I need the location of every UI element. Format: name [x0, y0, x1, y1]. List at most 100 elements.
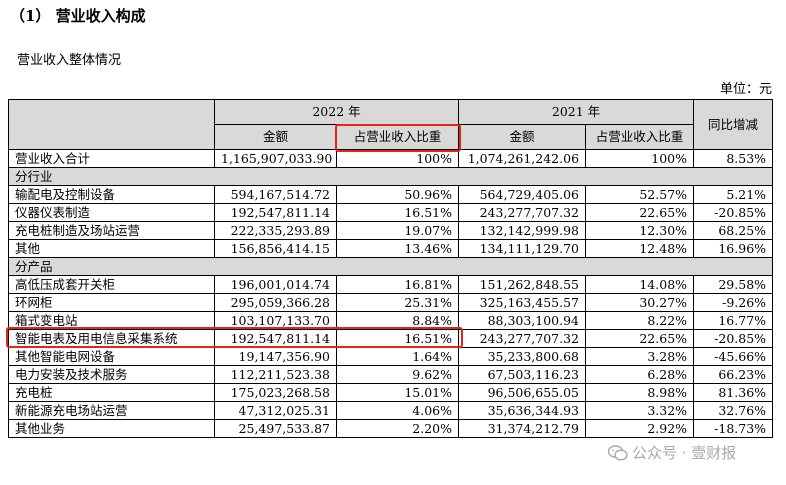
amount-2022: 295,059,366.28 [214, 293, 337, 312]
yoy-change: -20.85% [693, 329, 774, 348]
ratio-2022: 2.20% [335, 419, 460, 438]
amount-2022: 192,547,811.14 [214, 203, 337, 222]
row-label: 新能源充电场站运营 [8, 401, 215, 420]
table-row: 电力安装及技术服务 112,211,523.38 9.62% 67,503,116.2… [8, 365, 774, 384]
amount-2022: 196,001,014.74 [214, 275, 337, 294]
table-subtitle: 营业收入整体情况 [17, 53, 122, 68]
ratio-2022: 9.62% [335, 365, 460, 384]
wechat-icon [608, 444, 628, 461]
row-label: 其他 [8, 239, 215, 258]
yoy-change: 29.58% [693, 275, 774, 294]
watermark: 公众号 · 壹财报 [608, 442, 736, 463]
amount-2022: 25,497,533.87 [214, 419, 337, 438]
ratio-2021: 12.48% [585, 239, 695, 258]
yoy-change: 8.53% [693, 149, 774, 168]
table-row: 智能电表及用电信息采集系统 192,547,811.14 16.51% 243,277… [8, 329, 774, 348]
ratio-2021: 22.65% [585, 329, 695, 348]
amount-2021: 151,262,848.55 [458, 275, 587, 294]
amount-2022: 112,211,523.38 [214, 365, 337, 384]
amount-2022: 103,107,133.70 [214, 311, 337, 330]
amount-2021: 67,503,116.23 [458, 365, 587, 384]
ratio-2022: 25.31% [335, 293, 460, 312]
yoy-change: 16.96% [693, 239, 774, 258]
ratio-2021: 30.27% [585, 293, 695, 312]
row-label: 环网柜 [8, 293, 215, 312]
ratio-2022: 4.06% [335, 401, 460, 420]
row-label: 高低压成套开关柜 [8, 275, 215, 294]
amount-2021: 35,233,800.68 [458, 347, 587, 366]
section-title: （1） 营业收入构成 [10, 7, 146, 25]
ratio-2022: 16.51% [335, 329, 460, 348]
amount-2022: 156,856,414.15 [214, 239, 337, 258]
amount-2021: 35,636,344.93 [458, 401, 587, 420]
table-row: 输配电及控制设备 594,167,514.72 50.96% 564,729,405.… [8, 185, 774, 204]
header-amount-2021: 金额 [458, 124, 587, 150]
watermark-text: 公众号 · 壹财报 [632, 444, 737, 462]
table-row: 充电桩制造及场站运营 222,335,293.89 19.07% 132,142,99… [8, 221, 774, 240]
group-header-row: 分行业 [7, 167, 774, 186]
ratio-2022: 19.07% [335, 221, 460, 240]
amount-2021: 96,506,655.05 [458, 383, 587, 402]
amount-2021: 31,374,212.79 [458, 419, 587, 438]
header-ratio-2021: 占营业收入比重 [585, 124, 695, 150]
row-label: 其他智能电网设备 [8, 347, 215, 366]
ratio-2022: 16.51% [335, 203, 460, 222]
table-row: 高低压成套开关柜 196,001,014.74 16.81% 151,262,848.… [8, 275, 774, 294]
yoy-change: 81.36% [693, 383, 774, 402]
ratio-2022: 1.64% [335, 347, 460, 366]
header-row-columns: 金额 占营业收入比重 金额 占营业收入比重 [9, 124, 773, 150]
header-year-2022: 2022 年 [213, 99, 460, 125]
ratio-2021: 3.28% [585, 347, 695, 366]
group-header-row: 分产品 [7, 257, 774, 276]
ratio-2022: 13.46% [335, 239, 460, 258]
yoy-change: 68.25% [693, 221, 774, 240]
header-amount-2022: 金额 [214, 124, 337, 150]
amount-2021: 243,277,707.32 [458, 329, 587, 348]
ratio-2022: 8.84% [335, 311, 460, 330]
row-label: 其他业务 [8, 419, 215, 438]
revenue-table: 2022 年 2021 年 同比增减 金额 占营业收入比重 金额 占营业收入比重… [7, 99, 774, 438]
amount-2022: 19,147,356.90 [214, 347, 337, 366]
amount-2022: 175,023,268.58 [214, 383, 337, 402]
amount-2021: 1,074,261,242.06 [458, 149, 587, 168]
row-label: 充电桩 [8, 383, 215, 402]
yoy-change: -18.73% [693, 419, 774, 438]
amount-2021: 564,729,405.06 [458, 185, 587, 204]
row-label: 输配电及控制设备 [8, 185, 215, 204]
ratio-2021: 52.57% [585, 185, 695, 204]
table-row: 环网柜 295,059,366.28 25.31% 325,163,455.57 30.… [8, 293, 774, 312]
header-year-2021: 2021 年 [458, 99, 695, 125]
table-row: 其他业务 25,497,533.87 2.20% 31,374,212.79 2.92%… [8, 419, 774, 438]
amount-2021: 88,303,100.94 [458, 311, 587, 330]
unit-label: 单位：元 [719, 82, 772, 97]
ratio-2021: 6.28% [585, 365, 695, 384]
table-row: 仪器仪表制造 192,547,811.14 16.51% 243,277,707.32… [8, 203, 774, 222]
yoy-change: -45.66% [693, 347, 774, 366]
ratio-2022: 50.96% [335, 185, 460, 204]
amount-2021: 243,277,707.32 [458, 203, 587, 222]
group-title: 分产品 [7, 257, 774, 276]
row-label: 营业收入合计 [8, 149, 215, 168]
header-blank-cell [8, 99, 215, 150]
header-ratio-2022: 占营业收入比重 [335, 124, 460, 150]
row-label: 充电桩制造及场站运营 [8, 221, 215, 240]
amount-2021: 132,142,999.98 [458, 221, 587, 240]
ratio-2021: 12.30% [585, 221, 695, 240]
ratio-2022: 16.81% [335, 275, 460, 294]
yoy-change: 5.21% [693, 185, 774, 204]
yoy-change: 32.76% [693, 401, 774, 420]
row-label: 电力安装及技术服务 [8, 365, 215, 384]
table-row: 新能源充电场站运营 47,312,025.31 4.06% 35,636,344.93… [8, 401, 774, 420]
table-row: 其他智能电网设备 19,147,356.90 1.64% 35,233,800.68 3… [8, 347, 774, 366]
ratio-2021: 2.92% [585, 419, 695, 438]
amount-2022: 594,167,514.72 [214, 185, 337, 204]
total-row: 营业收入合计 1,165,907,033.90 100% 1,074,261,2… [8, 149, 774, 168]
table-row: 箱式变电站 103,107,133.70 8.84% 88,303,100.94 8.2… [8, 311, 774, 330]
amount-2022: 192,547,811.14 [214, 329, 337, 348]
header-row-years: 2022 年 2021 年 同比增减 [8, 99, 774, 150]
amount-2022: 47,312,025.31 [214, 401, 337, 420]
ratio-2021: 22.65% [585, 203, 695, 222]
row-label: 智能电表及用电信息采集系统 [8, 329, 215, 348]
group-title: 分行业 [7, 167, 774, 186]
table-row: 充电桩 175,023,268.58 15.01% 96,506,655.05 8.98… [8, 383, 774, 402]
